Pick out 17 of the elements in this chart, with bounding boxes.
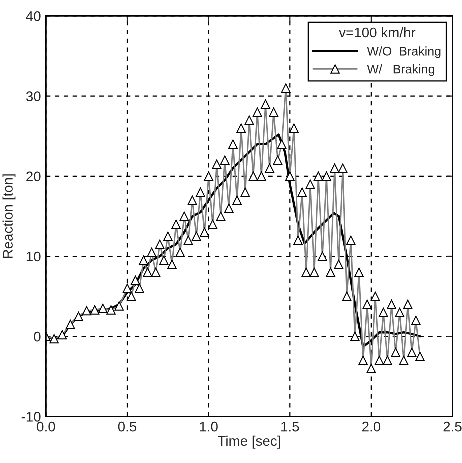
x-tick-label: 0.5 — [118, 422, 137, 432]
x-tick-label: 1.0 — [200, 422, 218, 432]
y-tick-label: 20 — [26, 172, 41, 182]
y-tick-label: 10 — [26, 252, 41, 262]
legend-label: W/O Braking — [367, 46, 441, 58]
x-tick-label: 2.0 — [362, 422, 381, 432]
x-tick-label: 0.0 — [37, 422, 56, 432]
x-axis-title: Time [sec] — [218, 436, 280, 449]
y-tick-label: -10 — [22, 412, 41, 422]
legend-label: W/ Braking — [367, 64, 434, 76]
y-tick-label: 0 — [34, 332, 41, 342]
x-tick-label: 1.5 — [282, 422, 300, 432]
y-tick-label: 40 — [26, 12, 41, 22]
x-tick-label: 2.5 — [444, 422, 462, 432]
y-tick-label: 30 — [26, 92, 41, 102]
legend-title: v=100 km/hr — [339, 27, 416, 38]
y-axis-title: Reaction [ton] — [2, 174, 16, 258]
